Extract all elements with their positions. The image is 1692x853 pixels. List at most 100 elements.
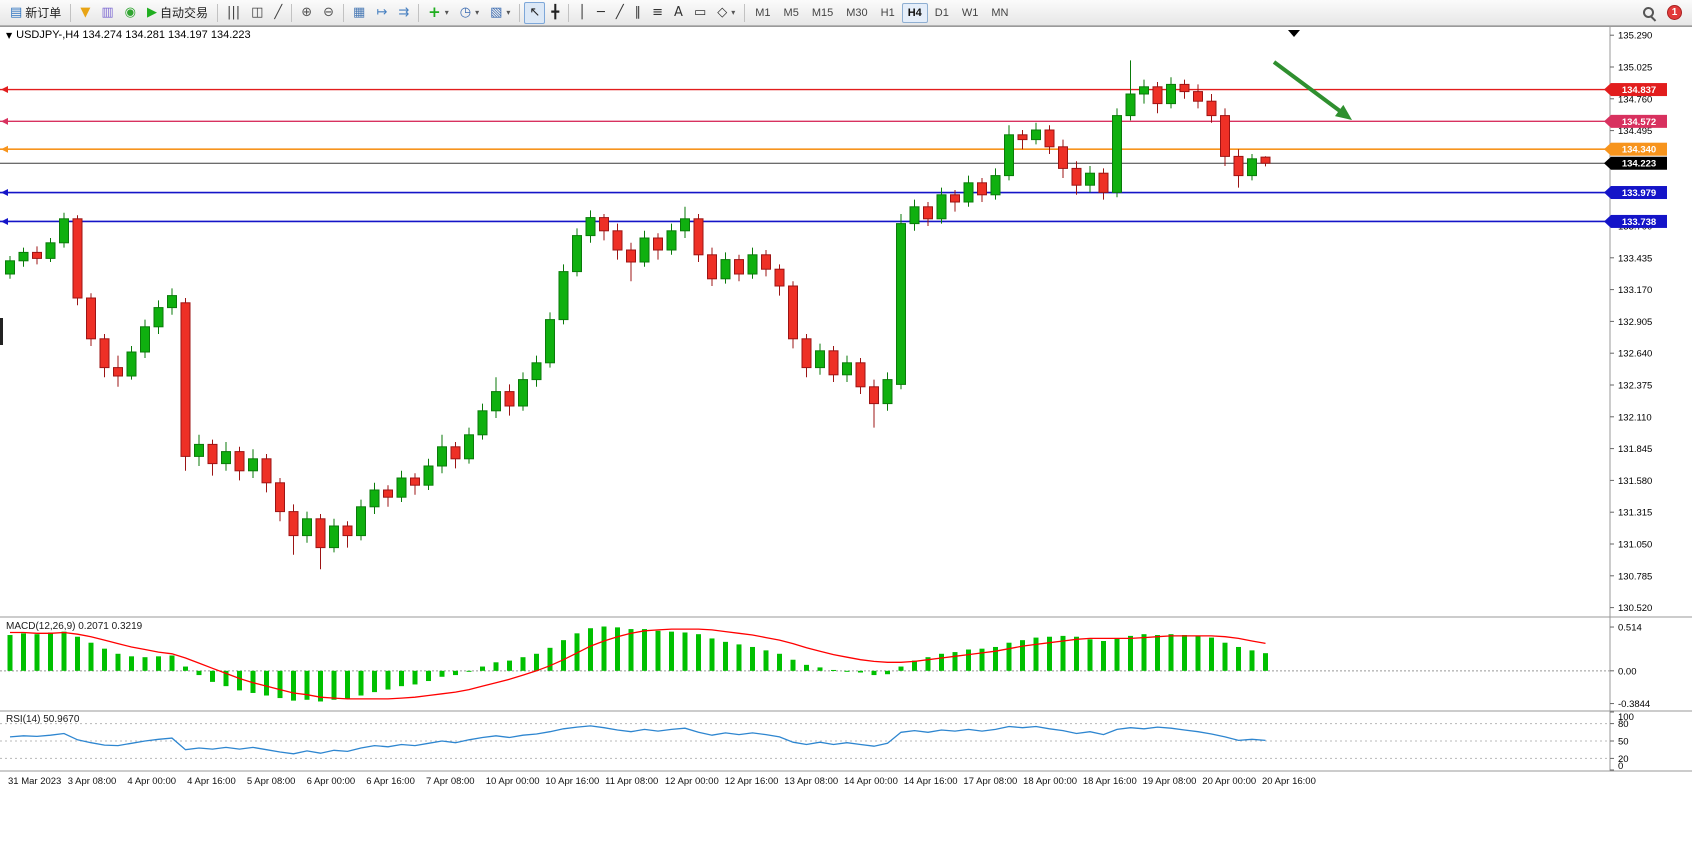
timeframe-m15[interactable]: M15 — [806, 3, 839, 23]
channel-button[interactable]: ∥ — [630, 2, 647, 24]
time-marker-triangle[interactable] — [1288, 30, 1300, 37]
candle-body — [518, 379, 528, 407]
macd-histogram-bar — [250, 670, 256, 693]
line-chart-button[interactable]: ╱ — [269, 2, 287, 24]
candle-body — [747, 254, 758, 275]
candle-body — [882, 379, 893, 405]
rsi-scale-label: 100 — [1618, 712, 1634, 723]
macd-histogram-bar — [939, 653, 944, 671]
candle-body — [1004, 134, 1014, 177]
candle-body — [207, 443, 218, 465]
macd-histogram-bar — [682, 632, 688, 671]
macd-histogram-bar — [1020, 640, 1025, 671]
bars-chart-button[interactable]: ||| — [222, 2, 245, 24]
timeframe-m30[interactable]: M30 — [840, 3, 873, 23]
zoom-out-button[interactable]: ⊖ — [318, 2, 339, 24]
chart-window: 135.290135.025134.760134.495134.230133.9… — [0, 26, 1692, 853]
trend-arrow-line[interactable] — [1272, 60, 1346, 116]
candle-body — [545, 319, 555, 364]
macd-histogram-bar — [88, 642, 94, 671]
candle-body — [923, 206, 933, 220]
time-axis-label: 7 Apr 08:00 — [426, 776, 475, 787]
filter-button[interactable]: ▼ — [75, 2, 95, 24]
shapes-button[interactable]: ▭ — [689, 2, 711, 24]
trend-arrow-head[interactable] — [1334, 104, 1352, 120]
text-button[interactable]: A — [669, 2, 688, 24]
hline-price-label-box — [1611, 186, 1667, 200]
macd-histogram-bar — [696, 634, 701, 671]
periods-button[interactable]: ◷ ▾ — [455, 2, 484, 24]
macd-histogram-bar — [547, 647, 553, 671]
macd-histogram-bar — [804, 664, 809, 671]
fibonacci-button[interactable]: ≡ — [647, 2, 668, 24]
timeframe-m5[interactable]: M5 — [778, 3, 805, 23]
timeframe-h1[interactable]: H1 — [875, 3, 901, 23]
candle-body — [1220, 115, 1230, 157]
macd-histogram-bar — [1195, 635, 1201, 671]
candle-body — [1166, 83, 1176, 105]
toolbar-separator — [291, 3, 293, 22]
dropdown-arrow-icon[interactable]: ▾ — [731, 8, 736, 17]
timeframe-mn[interactable]: MN — [985, 3, 1014, 23]
trendline-button[interactable]: ╱ — [611, 2, 629, 24]
cursor-icon: ↖ — [529, 5, 541, 20]
timeframe-h4[interactable]: H4 — [901, 2, 928, 23]
zoom-in-button[interactable]: ⊕ — [296, 2, 317, 24]
macd-histogram-bar — [277, 670, 283, 699]
candle-body — [896, 223, 906, 385]
crosshair-button[interactable]: ╋ — [546, 2, 564, 24]
macd-histogram-bar — [993, 646, 998, 671]
candle-body — [774, 268, 785, 287]
market-watch-button[interactable]: ▥ — [96, 2, 118, 24]
candle-body — [5, 260, 15, 275]
candle-body — [369, 489, 380, 508]
market-watch-icon: ▥ — [101, 5, 114, 20]
candle-body — [963, 182, 974, 203]
chart-shift-icon: ↦ — [376, 5, 388, 20]
objects-button[interactable]: ◇ ▾ — [712, 2, 740, 24]
time-axis-label: 3 Apr 08:00 — [68, 776, 117, 787]
price-axis-label: 130.520 — [1618, 603, 1652, 614]
dropdown-triangle-icon[interactable]: ▼ — [6, 30, 13, 40]
rsi-scale-label: 0 — [1618, 761, 1623, 772]
timeframe-d1[interactable]: D1 — [929, 3, 955, 23]
timeframe-m1[interactable]: M1 — [749, 3, 776, 23]
candle-body — [828, 350, 839, 376]
vertical-line-button[interactable]: │ — [573, 2, 591, 24]
dropdown-arrow-icon[interactable]: ▾ — [475, 8, 480, 17]
price-axis-label: 135.025 — [1618, 63, 1652, 74]
rsi-scale-label: 50 — [1618, 737, 1629, 748]
chart-canvas[interactable]: 135.290135.025134.760134.495134.230133.9… — [0, 26, 1692, 853]
templates-button[interactable]: ▧ ▾ — [485, 2, 515, 24]
data-window-button[interactable]: ◉ — [120, 2, 141, 24]
macd-histogram-bar — [1263, 653, 1268, 671]
tile-windows-button[interactable]: ▦ — [348, 2, 370, 24]
timeframe-w1[interactable]: W1 — [956, 3, 985, 23]
autoscroll-button[interactable]: ⇉ — [393, 2, 414, 24]
macd-histogram-bar — [1047, 636, 1052, 671]
candles-chart-button[interactable]: ◫ — [246, 2, 268, 24]
search-button[interactable] — [1637, 2, 1661, 24]
dropdown-arrow-icon[interactable]: ▾ — [444, 8, 449, 17]
candle-body — [477, 410, 488, 436]
candle-body — [1179, 83, 1190, 93]
dropdown-arrow-icon[interactable]: ▾ — [506, 8, 511, 17]
candle-body — [788, 285, 798, 340]
cursor-button[interactable]: ↖ — [524, 1, 546, 24]
macd-histogram-bar — [115, 653, 121, 671]
candle-body — [504, 391, 515, 407]
horizontal-line-button[interactable]: ─ — [592, 2, 610, 24]
macd-histogram-bar — [61, 631, 67, 671]
new-order-button[interactable]: ▤ 新订单 — [5, 2, 66, 24]
toolbar-separator — [343, 3, 345, 22]
macd-histogram-bar — [1101, 641, 1106, 671]
autotrading-button[interactable]: ▶ 自动交易 — [142, 2, 213, 24]
chart-shift-button[interactable]: ↦ — [371, 2, 392, 24]
notifications-button[interactable]: 1 — [1662, 2, 1687, 24]
candle-body — [1044, 129, 1055, 148]
price-axis-label: 132.905 — [1618, 317, 1652, 328]
autotrading-button-label: 自动交易 — [159, 6, 208, 20]
indicators-button[interactable]: + ▾ — [423, 2, 454, 24]
macd-histogram-bar — [1236, 646, 1241, 671]
hline-price-label: 134.837 — [1622, 85, 1656, 96]
